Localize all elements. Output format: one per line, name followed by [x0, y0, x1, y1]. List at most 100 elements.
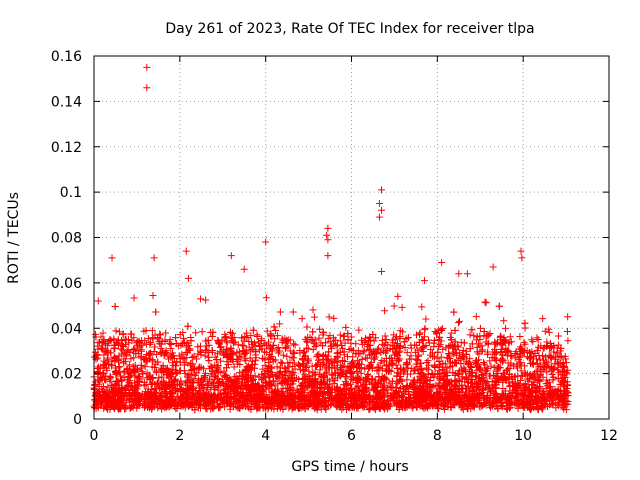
data-point — [303, 400, 311, 408]
data-point — [163, 350, 171, 358]
data-point — [289, 308, 297, 316]
data-point — [528, 393, 536, 401]
data-point — [482, 338, 490, 346]
data-point — [463, 358, 471, 366]
data-point — [227, 329, 235, 337]
data-point — [241, 333, 249, 341]
data-point — [382, 335, 390, 343]
data-point — [329, 395, 337, 403]
data-point — [299, 367, 307, 375]
data-point — [446, 342, 454, 350]
data-point — [140, 327, 148, 335]
data-point — [438, 327, 446, 335]
data-point — [387, 383, 395, 391]
data-point — [192, 329, 200, 337]
data-point — [437, 337, 445, 345]
data-point — [145, 350, 153, 358]
data-point — [125, 378, 133, 386]
data-point — [508, 375, 516, 383]
data-point — [396, 333, 404, 341]
data-point — [276, 368, 284, 376]
data-point — [325, 348, 333, 356]
data-point — [276, 308, 284, 316]
data-point — [451, 326, 459, 334]
data-point — [217, 357, 225, 365]
data-point — [486, 384, 494, 392]
data-point — [517, 376, 525, 384]
data-point — [239, 368, 247, 376]
data-point — [187, 359, 195, 367]
data-point — [264, 394, 272, 402]
data-point — [377, 359, 385, 367]
data-point — [270, 405, 278, 413]
data-point — [279, 351, 287, 359]
data-point — [336, 349, 344, 357]
data-point — [436, 333, 444, 341]
data-point — [177, 355, 185, 363]
data-point — [365, 337, 373, 345]
data-point — [445, 379, 453, 387]
data-point — [97, 344, 105, 352]
data-point — [543, 368, 551, 376]
data-point — [110, 335, 118, 343]
data-point — [506, 333, 514, 341]
data-point — [308, 399, 316, 407]
data-point — [242, 357, 250, 365]
data-point — [268, 364, 276, 372]
data-point — [120, 393, 128, 401]
data-point — [127, 330, 135, 338]
data-point — [441, 360, 449, 368]
data-point — [301, 366, 309, 374]
data-point — [201, 352, 209, 360]
data-point — [204, 353, 212, 361]
data-point — [100, 338, 108, 346]
data-point — [486, 330, 494, 338]
data-point — [535, 386, 543, 394]
data-point — [141, 363, 149, 371]
data-point — [482, 364, 490, 372]
data-point — [213, 363, 221, 371]
data-point — [159, 402, 167, 410]
data-point — [147, 339, 155, 347]
data-point — [188, 353, 196, 361]
data-point — [348, 358, 356, 366]
data-point — [484, 350, 492, 358]
data-point — [476, 324, 484, 332]
data-point — [224, 360, 232, 368]
data-point — [168, 381, 176, 389]
data-point — [363, 354, 371, 362]
data-point — [269, 377, 277, 385]
data-point — [430, 353, 438, 361]
data-point — [112, 370, 120, 378]
data-point — [381, 307, 389, 315]
data-point — [315, 334, 323, 342]
data-point — [179, 328, 187, 336]
data-point — [279, 406, 287, 414]
data-point — [563, 328, 571, 336]
data-point — [215, 340, 223, 348]
data-point — [505, 365, 513, 373]
data-point — [120, 359, 128, 367]
data-point — [488, 402, 496, 410]
data-point — [251, 372, 259, 380]
data-point — [522, 370, 530, 378]
data-point — [118, 337, 126, 345]
data-point — [515, 355, 523, 363]
data-point — [451, 401, 459, 409]
data-point — [462, 374, 470, 382]
data-point — [288, 376, 296, 384]
data-point — [422, 396, 430, 404]
chart-title: Day 261 of 2023, Rate Of TEC Index for r… — [165, 21, 534, 37]
data-point — [521, 340, 529, 348]
data-point — [128, 402, 136, 410]
data-point — [550, 348, 558, 356]
data-point — [492, 356, 500, 364]
data-point — [205, 357, 213, 365]
data-point — [539, 352, 547, 360]
data-point — [191, 371, 199, 379]
data-point — [149, 357, 157, 365]
data-point — [274, 380, 282, 388]
data-point — [309, 337, 317, 345]
data-point — [150, 348, 158, 356]
data-point — [106, 375, 114, 383]
